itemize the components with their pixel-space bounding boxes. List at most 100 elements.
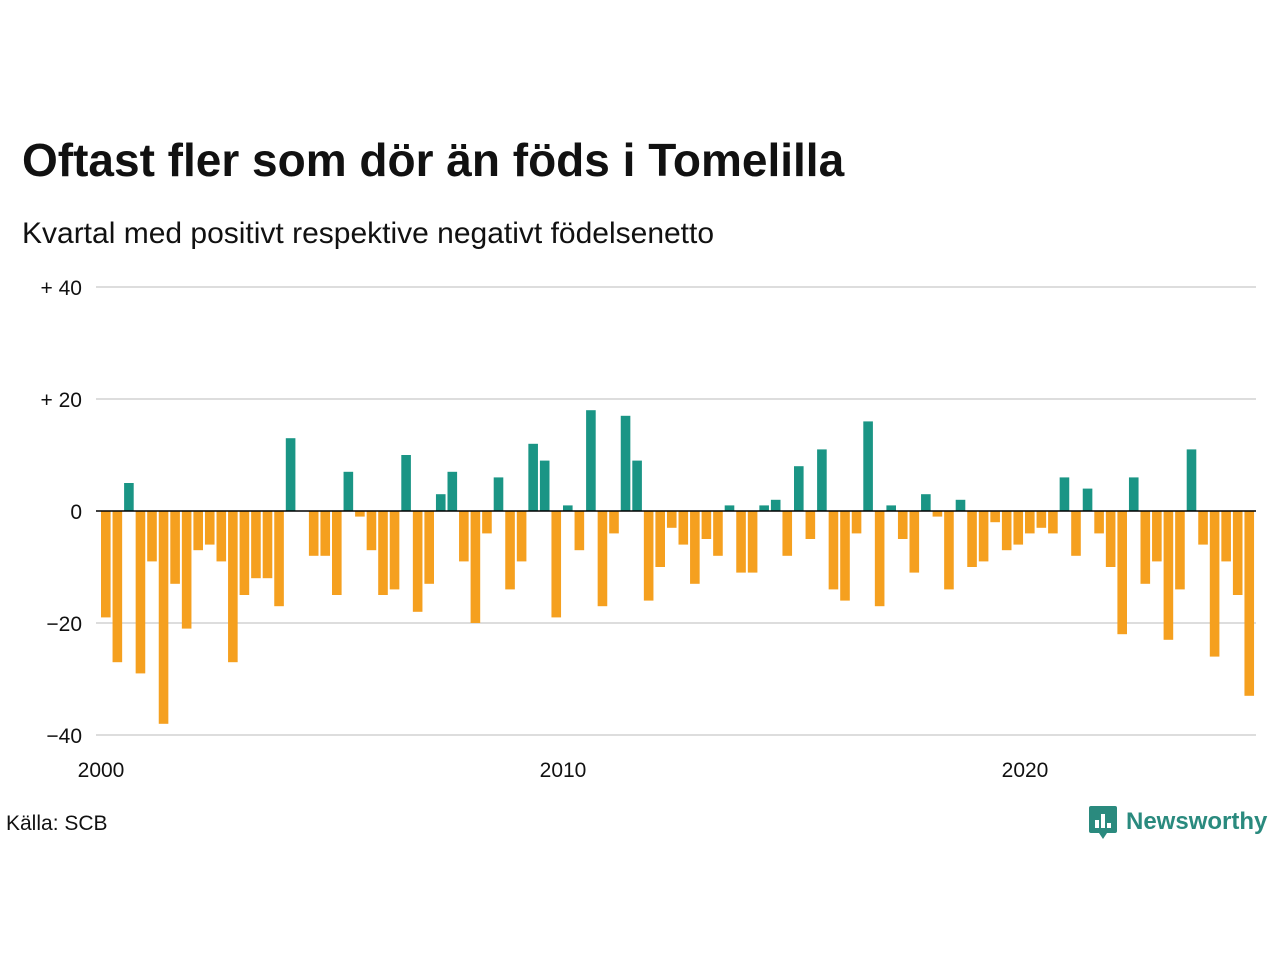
bar <box>1001 511 1012 551</box>
bar <box>1071 511 1081 556</box>
y-tick-label: + 20 <box>41 389 82 412</box>
bar <box>1082 488 1093 511</box>
bar <box>909 511 920 573</box>
bar <box>1117 511 1127 635</box>
bar <box>135 511 146 674</box>
bar <box>308 511 319 556</box>
bar <box>1128 477 1139 511</box>
x-tick-label: 2000 <box>78 759 125 782</box>
bar <box>181 511 192 629</box>
bar <box>101 511 111 618</box>
bar <box>516 511 527 562</box>
bar <box>470 511 481 623</box>
bar <box>412 511 423 612</box>
bar <box>366 511 377 551</box>
bar <box>990 511 1000 523</box>
bar <box>274 511 284 607</box>
bar <box>978 511 989 562</box>
bar <box>343 471 354 511</box>
bar <box>435 494 446 511</box>
bar <box>770 499 781 511</box>
x-tick-label: 2020 <box>1002 759 1049 782</box>
bar <box>1175 511 1185 590</box>
bar <box>1244 511 1255 696</box>
bar <box>1221 511 1231 562</box>
bar <box>401 455 411 511</box>
bar <box>794 466 804 511</box>
bar <box>505 511 515 590</box>
chart-title: Oftast fler som dör än föds i Tomelilla <box>22 134 845 186</box>
bar <box>666 511 677 528</box>
source-note: Källa: SCB <box>6 812 108 835</box>
bar <box>551 511 562 618</box>
bar <box>204 511 215 545</box>
bar <box>1105 511 1116 567</box>
bar <box>782 511 793 556</box>
bar <box>874 511 885 607</box>
bar <box>158 511 169 724</box>
bar <box>655 511 665 567</box>
y-tick-label: −40 <box>46 725 82 748</box>
y-tick-label: 0 <box>70 501 82 524</box>
bar <box>251 511 261 579</box>
bar <box>493 477 504 511</box>
bar <box>285 438 296 511</box>
bar <box>817 449 827 511</box>
bar <box>355 511 365 517</box>
x-tick-label: 2010 <box>540 759 587 782</box>
bar <box>805 511 816 539</box>
bar <box>332 511 342 595</box>
bar <box>320 511 331 556</box>
bar <box>124 483 134 511</box>
bar <box>262 511 273 579</box>
bar <box>620 415 631 511</box>
brand-logo: Newsworthy <box>1088 804 1267 840</box>
bar <box>378 511 388 595</box>
bar <box>759 505 769 511</box>
bar <box>678 511 689 545</box>
bar <box>1059 477 1070 511</box>
bar <box>1232 511 1243 595</box>
bar <box>147 511 157 562</box>
y-tick-label: −20 <box>46 613 82 636</box>
bar <box>690 511 700 584</box>
bar <box>1140 511 1151 584</box>
bar <box>828 511 839 590</box>
bar <box>747 511 758 573</box>
bar <box>921 494 931 511</box>
bar <box>897 511 908 539</box>
bar <box>609 511 619 534</box>
bar <box>955 499 966 511</box>
bar <box>170 511 180 584</box>
bar <box>574 511 585 551</box>
bar <box>944 511 954 590</box>
bar <box>239 511 250 595</box>
bar <box>967 511 977 567</box>
bar <box>1013 511 1024 545</box>
bar <box>724 505 735 511</box>
bar <box>886 505 896 511</box>
bar <box>193 511 203 551</box>
bar <box>1186 449 1197 511</box>
bar <box>389 511 400 590</box>
y-tick-label: + 40 <box>41 277 82 300</box>
bar <box>643 511 654 601</box>
bar <box>713 511 723 556</box>
bar <box>736 511 746 573</box>
bar <box>563 505 573 511</box>
bar <box>851 511 862 534</box>
bar <box>586 410 596 511</box>
chart-subtitle: Kvartal med positivt respektive negativt… <box>22 217 715 250</box>
bar <box>1025 511 1035 534</box>
bar <box>112 511 123 663</box>
bar <box>1094 511 1104 534</box>
bar <box>701 511 712 539</box>
bar <box>932 511 943 517</box>
bar <box>482 511 492 534</box>
bar <box>216 511 227 562</box>
bar <box>1048 511 1058 534</box>
bar <box>1036 511 1047 528</box>
bar <box>1198 511 1208 545</box>
bar <box>447 471 458 511</box>
